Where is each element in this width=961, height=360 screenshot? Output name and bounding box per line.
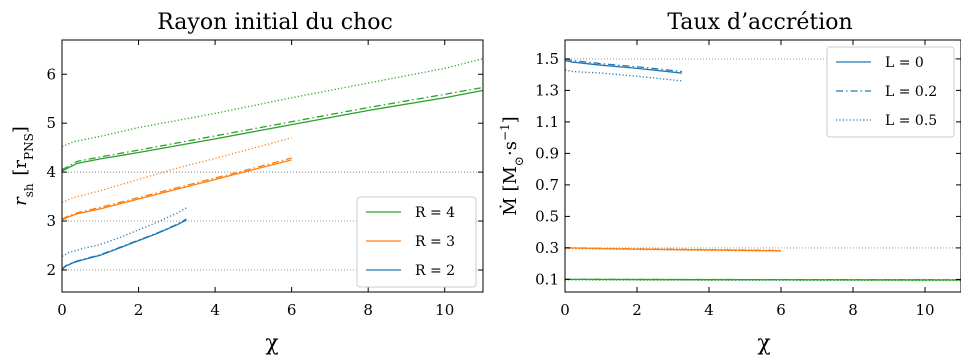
right-chart-title: Taux d’accrétion: [667, 10, 852, 35]
left-xtick-label: 10: [435, 301, 454, 319]
left-xtick-label: 6: [287, 301, 297, 319]
right-legend-box: [826, 46, 955, 138]
right-chart-frame: [564, 39, 961, 293]
left-chart-xlabel: χ: [265, 331, 278, 356]
left-series-line: [61, 89, 484, 172]
right-legend-label: L = 0.2: [885, 84, 937, 100]
left-ytick-label: 6: [46, 65, 56, 83]
left-series-line: [61, 86, 484, 171]
left-series-line: [61, 218, 187, 270]
right-xtick-label: 10: [915, 301, 934, 319]
left-xtick-label: 4: [210, 301, 220, 319]
right-ytick-label: 0.7: [535, 176, 559, 194]
left-series-line: [61, 157, 292, 220]
right-xtick-label: 2: [632, 301, 642, 319]
left-series-line: [61, 219, 187, 270]
right-series-line: [564, 279, 961, 282]
left-series-line: [61, 159, 292, 221]
right-ytick-label: 0.1: [535, 270, 559, 288]
left-legend-label: R = 3: [415, 234, 455, 250]
left-chart-series: [61, 57, 484, 270]
right-ytick-label: 1.1: [535, 113, 559, 131]
left-xtick-label: 8: [363, 301, 373, 319]
left-legend-label: R = 2: [415, 263, 455, 279]
left-series-line: [61, 57, 484, 148]
left-chart-title: Rayon initial du choc: [157, 10, 393, 35]
right-ylabel-main: Ṁ [M: [498, 166, 521, 216]
left-ylabel-close: ]: [10, 126, 31, 133]
left-legend-label: R = 4: [415, 205, 455, 221]
left-series-line: [61, 137, 292, 204]
right-ytick-label: 1.3: [535, 81, 559, 99]
right-xtick-label: 0: [560, 301, 570, 319]
right-series-line: [564, 58, 683, 73]
right-series-line: [564, 246, 782, 252]
right-xtick-label: 6: [776, 301, 786, 319]
left-chart-ylabel: rsh [rPNS]: [10, 126, 36, 206]
left-ylabel-sub: sh: [22, 183, 36, 197]
right-chart-ticks: 0 2 4 6 8 10 0.1 0.3 0.5 0.7 0.9 1.1 1.3 1.5: [535, 40, 961, 319]
left-ytick-label: 3: [46, 212, 56, 230]
right-legend-label: L = 0: [885, 55, 924, 71]
right-ylabel-close: ]: [500, 116, 521, 123]
left-xtick-label: 0: [57, 301, 67, 319]
left-chart-panel: Rayon initial du choc 0 2 4 6 8 10 2 3 4 5 6 χ rsh…: [10, 10, 484, 356]
right-chart-panel: Taux d’accrétion 0 2 4 6 8 10 0.1 0.3 0.5 0.7 0.9 1…: [498, 10, 961, 356]
right-ylabel-unit: ·s: [500, 141, 521, 156]
left-ylabel-main: r: [10, 196, 31, 206]
right-ylabel-sup: −1: [498, 123, 512, 141]
right-ytick-label: 0.3: [535, 239, 559, 257]
left-ytick-label: 4: [46, 163, 56, 181]
left-chart-frame: [61, 39, 484, 293]
right-ytick-label: 0.5: [535, 207, 559, 225]
right-xtick-label: 4: [704, 301, 714, 319]
left-chart-legend: R = 4 R = 3 R = 2: [356, 196, 477, 288]
right-xtick-label: 8: [848, 301, 858, 319]
left-ylabel-unit: [r: [10, 160, 31, 182]
left-ytick-label: 5: [46, 114, 56, 132]
left-chart-ticks: 0 2 4 6 8 10 2 3 4 5 6: [46, 40, 483, 319]
left-chart-grid: [62, 171, 483, 271]
left-series-line: [61, 207, 187, 257]
right-chart-ylabel: Ṁ [M⊙·s−1]: [498, 116, 526, 215]
left-legend-box: [356, 196, 477, 288]
right-legend-label: L = 0.5: [885, 113, 937, 129]
right-chart-series: [564, 58, 961, 282]
right-ytick-label: 1.5: [535, 50, 559, 68]
right-chart-xlabel: χ: [757, 331, 770, 356]
left-ylabel-unit-sub: PNS: [22, 133, 36, 160]
right-chart-legend: L = 0 L = 0.2 L = 0.5: [826, 46, 955, 138]
left-ytick-label: 2: [46, 261, 56, 279]
right-ytick-label: 0.9: [535, 144, 559, 162]
left-xtick-label: 2: [134, 301, 144, 319]
right-series-line: [564, 59, 683, 74]
right-ylabel-sub: ⊙: [512, 156, 526, 166]
